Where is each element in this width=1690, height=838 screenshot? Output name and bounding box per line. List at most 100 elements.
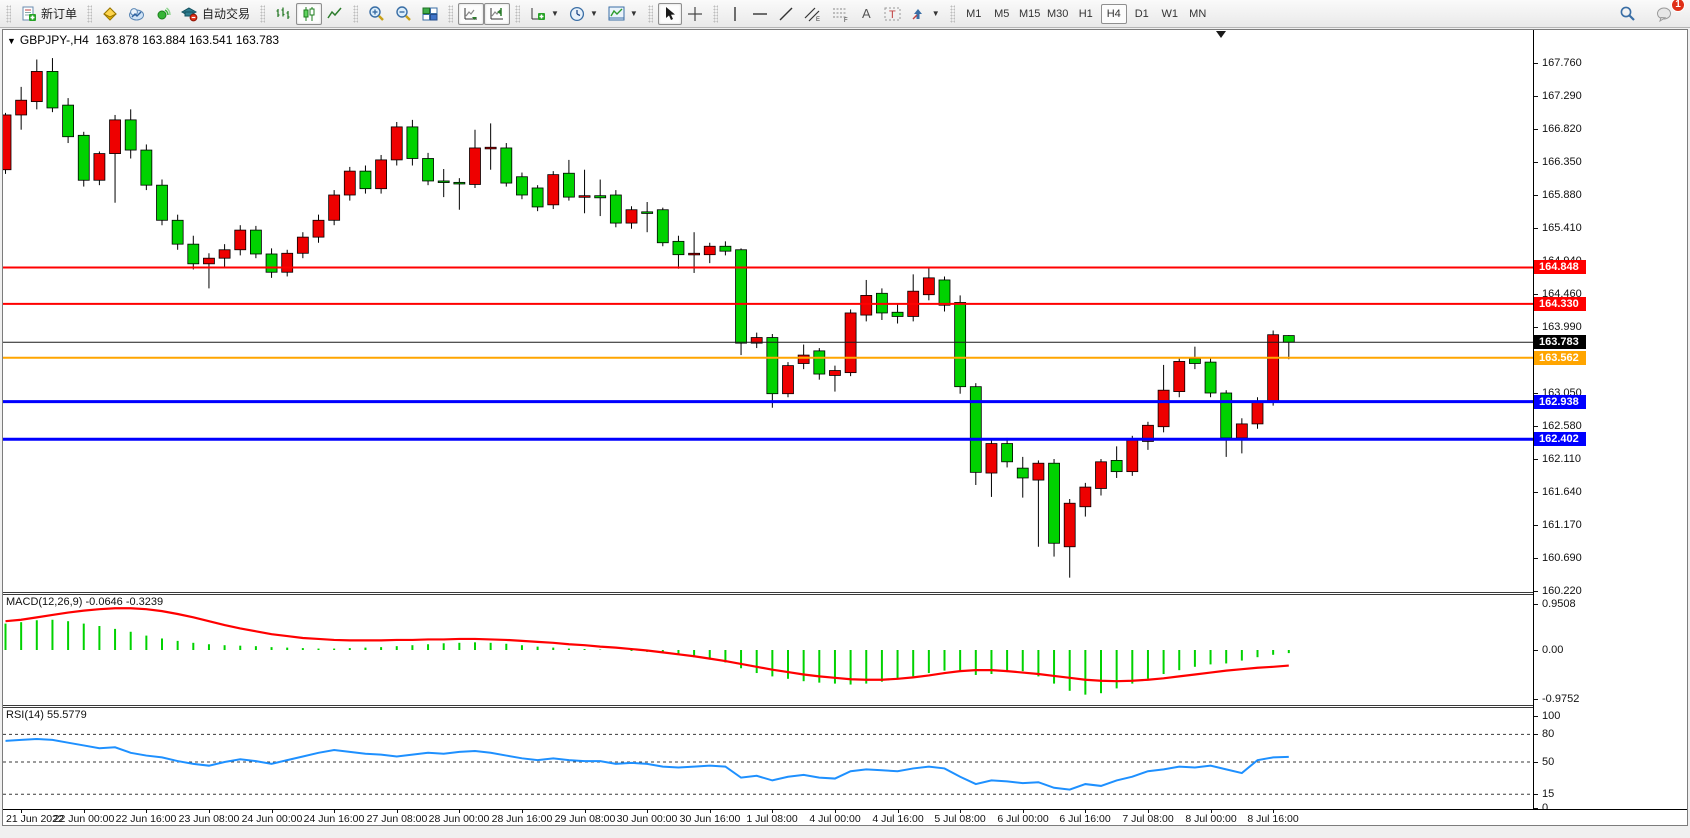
timeframe-h1[interactable]: H1 (1078, 7, 1093, 20)
cursor-tool-button[interactable] (657, 2, 682, 25)
hline-price-badge: 162.402 (1534, 432, 1586, 446)
tile-windows-button[interactable] (417, 3, 443, 25)
axis-tick-mark (1534, 808, 1538, 809)
label-tool[interactable]: T (879, 3, 906, 25)
macd-pane[interactable]: MACD(12,26,9) -0.0646 -0.3239 (3, 595, 1533, 705)
chart-shift-button[interactable] (484, 2, 511, 25)
time-label: 4 Jul 00:00 (809, 813, 861, 825)
search-button[interactable] (1614, 3, 1641, 25)
time-tick-mark (772, 810, 773, 813)
time-axis[interactable]: 21 Jun 2022 22 Jun 00:00 22 Jun 16:00 23 Ju… (3, 809, 1687, 825)
toolbar-grip (949, 4, 955, 23)
templates-button[interactable]: ▼ (603, 3, 643, 25)
axis-tick-mark (1534, 794, 1538, 795)
axis-tick-mark (1534, 525, 1538, 526)
periods-button[interactable]: ▼ (564, 3, 603, 25)
line-chart-mode-button[interactable] (322, 3, 348, 25)
rsi-label: RSI(14) 55.5779 (6, 709, 87, 721)
chevron-down-icon: ▼ (551, 9, 559, 18)
pane-splitter[interactable] (3, 592, 1687, 595)
fibonacci-tool[interactable]: F (827, 3, 855, 25)
macd-scale-label: 0.9508 (1542, 598, 1576, 610)
price-tick-label: 160.220 (1542, 585, 1582, 597)
axis-tick-mark (1534, 96, 1538, 97)
notifications-button[interactable]: 1 (1651, 0, 1685, 25)
indicators-button[interactable]: ▼ (525, 3, 564, 25)
axis-tick-mark (1534, 604, 1538, 605)
price-tick-label: 166.820 (1542, 123, 1582, 135)
timeframe-d1[interactable]: D1 (1134, 7, 1149, 20)
timeframe-m30[interactable]: M30 (1047, 7, 1069, 20)
time-label: 22 Jun 00:00 (53, 813, 115, 825)
time-label: 23 Jun 08:00 (178, 813, 240, 825)
axis-tick-mark (1534, 650, 1538, 651)
toolbar-grip (6, 4, 11, 23)
zoom-in-button[interactable] (363, 3, 390, 25)
price-tick-label: 161.640 (1542, 486, 1582, 498)
candlestick-icon (303, 6, 315, 21)
time-tick-mark (334, 810, 335, 813)
time-tick-mark (84, 810, 85, 813)
time-label: 24 Jun 16:00 (303, 813, 365, 825)
quote-open: 163.878 (95, 33, 139, 47)
timeframe-m5[interactable]: M5 (994, 7, 1010, 20)
arrow-objects-icon (912, 8, 922, 19)
gold-book-icon (103, 6, 117, 21)
zoom-out-button[interactable] (390, 3, 417, 25)
new-order-button[interactable]: 新订单 (16, 3, 82, 25)
quote-low: 163.541 (188, 33, 233, 47)
axis-tick-mark (1534, 459, 1538, 460)
horizontal-line-icon (752, 12, 767, 15)
axis-tick-mark (1534, 228, 1538, 229)
timeframe-w1[interactable]: W1 (1161, 7, 1178, 20)
horizontal-line-tool[interactable] (747, 3, 773, 25)
price-axis[interactable]: 167.760 167.290 166.820 166.350 165.880 165.4… (1533, 30, 1687, 814)
svg-text:F: F (844, 18, 848, 22)
arrows-tool[interactable]: ▼ (906, 3, 945, 25)
auto-trading-button[interactable]: 自动交易 (176, 3, 255, 25)
cursor-arrow-icon (665, 7, 675, 20)
time-label: 22 Jun 16:00 (115, 813, 177, 825)
time-label: 21 Jun 2022 (6, 813, 64, 825)
crosshair-tool-button[interactable] (682, 3, 708, 25)
zoom-out-icon (396, 6, 411, 21)
one-click-trading-toggle[interactable]: ▼ (7, 36, 16, 46)
price-chart-pane[interactable]: ▼ GBPJPY-,H4 163.878 163.884 163.541 163.… (3, 30, 1533, 592)
timeframe-h4[interactable]: H4 (1100, 3, 1127, 24)
rsi-scale-label: 80 (1542, 728, 1555, 740)
time-tick-mark (459, 810, 460, 813)
rsi-scale-label: 100 (1542, 710, 1561, 722)
timeframe-m15[interactable]: M15 (1019, 7, 1041, 20)
chart-shift-marker[interactable] (1216, 31, 1226, 38)
rsi-plot (3, 733, 1533, 795)
candlestick-mode-button[interactable] (296, 2, 323, 25)
axis-tick-mark (1534, 734, 1538, 735)
editor-button[interactable] (123, 3, 150, 25)
svg-text:E: E (816, 17, 820, 22)
pane-splitter[interactable] (3, 705, 1687, 708)
time-tick-mark (209, 810, 210, 813)
timeframe-mn[interactable]: MN (1189, 7, 1207, 20)
time-label: 5 Jul 08:00 (934, 813, 986, 825)
bar-chart-mode-button[interactable] (270, 3, 296, 25)
text-tool[interactable]: A (855, 3, 879, 25)
time-label: 28 Jun 16:00 (491, 813, 553, 825)
time-tick-mark (960, 810, 961, 813)
quote-high: 163.884 (142, 33, 186, 47)
time-tick-mark (1273, 810, 1274, 813)
market-button[interactable] (97, 3, 123, 25)
auto-scroll-button[interactable] (458, 2, 485, 25)
macd-plot (4, 607, 1290, 695)
toolbar-grip (712, 4, 718, 23)
trendline-tool[interactable] (773, 3, 799, 25)
vertical-line-tool[interactable] (723, 3, 747, 25)
time-tick-mark (710, 810, 711, 813)
axis-tick-mark (1534, 195, 1538, 196)
chevron-down-icon: ▼ (931, 9, 940, 18)
timeframe-m1[interactable]: M1 (966, 7, 982, 20)
time-tick-mark (272, 810, 273, 813)
news-button[interactable] (150, 3, 176, 25)
channel-tool[interactable]: E (799, 3, 827, 25)
rsi-pane[interactable]: RSI(14) 55.5779 (3, 708, 1533, 809)
price-tick-label: 162.580 (1542, 420, 1582, 432)
